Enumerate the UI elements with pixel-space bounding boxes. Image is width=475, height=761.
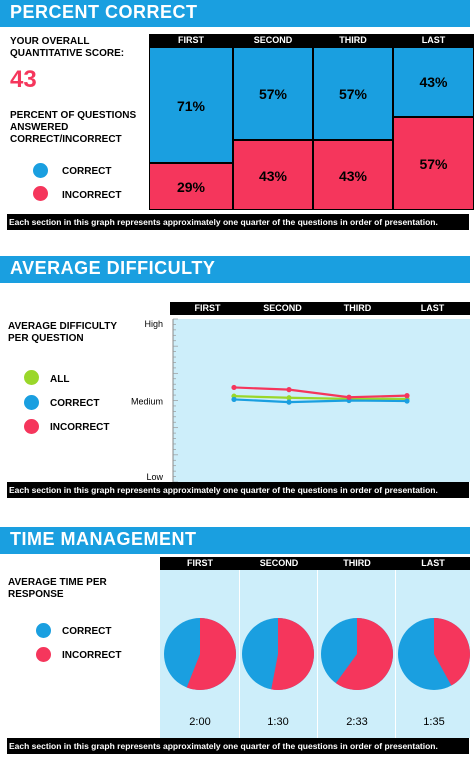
point-correct xyxy=(231,396,237,403)
line-incorrect xyxy=(233,386,408,399)
incorrect-legend-dot-2 xyxy=(24,419,39,434)
line-correct xyxy=(233,398,408,404)
all-legend-dot xyxy=(24,370,39,385)
difficulty-label: AVERAGE DIFFICULTY PER QUESTION xyxy=(8,321,117,344)
pie-incorrect-last xyxy=(434,618,470,686)
bar-incorrect-label: 43% xyxy=(258,167,288,184)
line-all xyxy=(233,395,407,400)
difficulty-col-first: FIRST xyxy=(194,303,221,313)
correct-legend-dot xyxy=(33,163,48,178)
correct-legend-label: CORRECT xyxy=(62,166,112,177)
questions-label: PERCENT OF QUESTIONS ANSWERED CORRECT/IN… xyxy=(10,110,137,145)
correct-legend-label-2: CORRECT xyxy=(50,398,100,409)
bar-incorrect-second: 43% xyxy=(233,139,313,210)
difficulty-col-third: THIRD xyxy=(343,303,372,313)
incorrect-legend-dot xyxy=(33,186,48,201)
pie-incorrect-second xyxy=(271,618,314,690)
percent-col-first: FIRST xyxy=(178,35,204,45)
percent-correct-title: PERCENT CORRECT xyxy=(10,2,198,22)
time-label-second: 1:30 xyxy=(267,716,288,728)
time-col-last: LAST xyxy=(421,558,445,568)
bar-incorrect-first: 29% xyxy=(149,162,233,210)
bar-incorrect-label: 43% xyxy=(338,167,368,184)
point-incorrect xyxy=(286,387,292,393)
percent-col-third: THIRD xyxy=(339,35,367,45)
percent-correct-chart: 71% 29% 57% 43% 57% 43% 43% 57% xyxy=(149,47,474,210)
percent-col-last: LAST xyxy=(421,35,446,45)
bar-correct-first: 71% xyxy=(149,47,233,163)
y-tick-label: Medium xyxy=(131,397,163,407)
bar-incorrect-third: 43% xyxy=(313,139,393,210)
bar-correct-last: 43% xyxy=(393,47,474,118)
difficulty-col-last: LAST xyxy=(420,303,445,313)
point-all xyxy=(286,395,292,401)
time-column-header-bar: FIRST SECOND THIRD LAST xyxy=(160,557,470,570)
difficulty-title: AVERAGE DIFFICULTY xyxy=(10,258,216,278)
point-incorrect xyxy=(231,384,237,391)
all-legend-label: ALL xyxy=(50,374,70,385)
point-correct xyxy=(286,399,292,405)
percent-correct-banner: PERCENT CORRECT xyxy=(0,0,470,27)
bar-incorrect-label: 29% xyxy=(176,179,206,196)
score-label: YOUR OVERALL QUANTITATIVE SCORE: xyxy=(10,36,125,59)
incorrect-legend-label: INCORRECT xyxy=(62,190,122,201)
time-label-last: 1:35 xyxy=(423,716,444,728)
difficulty-column-header-bar: FIRST SECOND THIRD LAST xyxy=(170,302,470,315)
point-incorrect xyxy=(346,394,352,400)
y-tick-label: Low xyxy=(146,472,163,482)
bar-correct-label: 43% xyxy=(419,74,448,90)
time-col-first: FIRST xyxy=(187,558,213,568)
pie-incorrect-first xyxy=(186,618,236,690)
time-label-third: 2:33 xyxy=(346,716,367,728)
time-pie-charts: 2:00 1:30 2:33 1:35 xyxy=(160,570,470,738)
score-value: 43 xyxy=(10,66,37,93)
time-col-second: SECOND xyxy=(259,558,299,568)
percent-col-second: SECOND xyxy=(253,35,293,45)
point-incorrect xyxy=(404,393,410,399)
incorrect-legend-dot-3 xyxy=(36,647,51,662)
time-col-third: THIRD xyxy=(343,558,371,568)
time-title: TIME MANAGEMENT xyxy=(10,529,197,549)
percent-footnote: Each section in this graph represents ap… xyxy=(7,214,469,230)
bar-correct-third: 57% xyxy=(313,47,393,140)
difficulty-col-second: SECOND xyxy=(263,303,302,313)
y-tick-label: High xyxy=(144,319,163,329)
bar-correct-label: 57% xyxy=(258,86,288,103)
pie-incorrect-third xyxy=(335,618,393,690)
bar-correct-label: 71% xyxy=(176,97,206,114)
difficulty-banner: AVERAGE DIFFICULTY xyxy=(0,256,470,283)
time-label-first: 2:00 xyxy=(189,716,210,728)
time-label: AVERAGE TIME PER RESPONSE xyxy=(8,577,107,600)
bar-correct-label: 57% xyxy=(338,86,368,103)
incorrect-legend-label-3: INCORRECT xyxy=(62,650,122,661)
bar-incorrect-label: 57% xyxy=(419,156,448,173)
correct-legend-dot-3 xyxy=(36,623,51,638)
correct-legend-label-3: CORRECT xyxy=(62,626,112,637)
point-correct xyxy=(404,398,410,404)
time-footnote: Each section in this graph represents ap… xyxy=(7,738,469,754)
difficulty-line-chart: High Medium Low xyxy=(131,318,470,482)
bar-incorrect-last: 57% xyxy=(393,117,474,210)
correct-legend-dot-2 xyxy=(24,395,39,410)
time-banner: TIME MANAGEMENT xyxy=(0,527,470,554)
bar-correct-second: 57% xyxy=(233,47,313,140)
difficulty-footnote: Each section in this graph represents ap… xyxy=(7,482,469,498)
percent-column-header-bar: FIRST SECOND THIRD LAST xyxy=(149,34,474,47)
incorrect-legend-label-2: INCORRECT xyxy=(50,422,110,433)
